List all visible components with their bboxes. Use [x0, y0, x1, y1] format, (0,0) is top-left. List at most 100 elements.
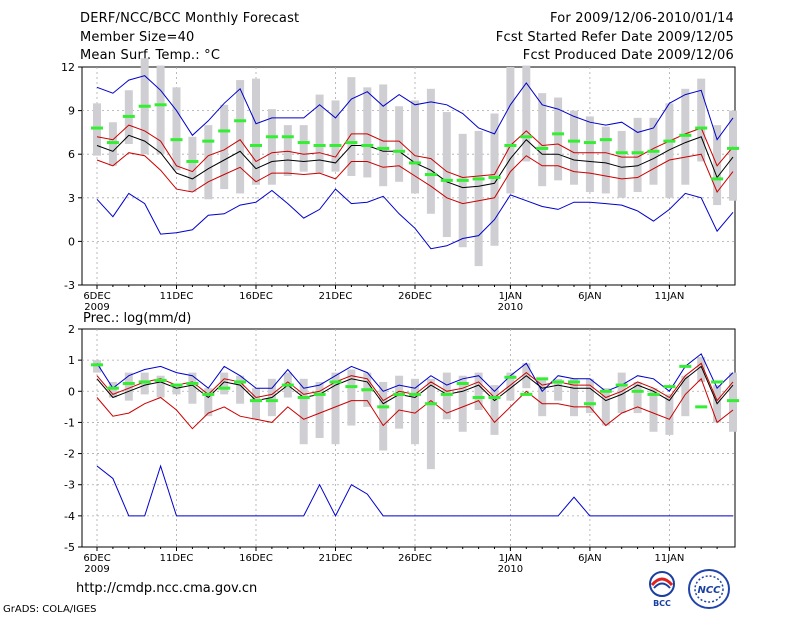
spread-box: [458, 133, 467, 248]
median-marker: [345, 385, 358, 389]
spread-box: [570, 110, 578, 185]
median-marker: [663, 139, 676, 143]
y-tick-label: -4: [64, 510, 75, 523]
spread-box: [729, 372, 737, 432]
x-tick-label: 11JAN: [654, 291, 684, 302]
member-size: Member Size=40: [80, 30, 195, 45]
spread-box: [267, 109, 276, 185]
median-marker: [440, 392, 453, 396]
spread-box: [474, 372, 483, 410]
median-marker: [122, 114, 135, 118]
x-tick-label: 6DEC: [83, 553, 110, 564]
spread-box: [315, 381, 324, 438]
spread-box: [252, 78, 260, 185]
spread-box: [93, 360, 101, 373]
median-marker: [218, 386, 231, 390]
median-marker: [631, 389, 644, 393]
spread-box: [331, 372, 340, 445]
y-tick-label: -1: [64, 416, 75, 429]
x-tick-label: 1JAN: [499, 291, 522, 302]
median-marker: [409, 392, 421, 396]
spread-box: [331, 100, 340, 172]
spread-box: [633, 117, 642, 192]
median-marker: [91, 126, 103, 130]
median-marker: [536, 146, 549, 150]
median-marker: [297, 141, 310, 145]
median-marker: [170, 383, 183, 387]
y-tick-label: -3: [64, 279, 75, 292]
y-tick-label: 0: [68, 385, 75, 398]
median-marker: [106, 141, 119, 145]
median-marker: [520, 135, 533, 139]
spread-box: [124, 372, 133, 401]
spread-box: [156, 65, 165, 155]
source-url: http://cmdp.ncc.cma.gov.cn: [76, 581, 258, 596]
spread-box: [474, 130, 483, 267]
spread-box: [252, 388, 260, 420]
median-marker: [265, 135, 278, 139]
spread-box: [426, 88, 435, 214]
spread-box: [458, 375, 467, 432]
spread-box: [204, 125, 213, 200]
spread-box: [188, 136, 197, 192]
median-marker: [599, 389, 612, 393]
median-marker: [202, 139, 215, 143]
spread-box: [617, 130, 626, 198]
median-marker: [679, 133, 692, 137]
median-marker: [186, 159, 199, 163]
spread-box: [140, 372, 149, 395]
median-marker: [488, 175, 501, 179]
x-tick-year: 2009: [84, 564, 109, 575]
spread-box: [681, 375, 690, 417]
median-marker: [138, 380, 151, 384]
x-tick-label: 21DEC: [319, 291, 353, 302]
plot-frame: [81, 328, 736, 548]
median-marker: [679, 364, 692, 368]
spread-box: [411, 100, 419, 194]
spread-box: [506, 67, 515, 194]
y-tick-label: 3: [68, 192, 75, 205]
series-line-lower: [96, 152, 734, 205]
spread-box: [649, 388, 658, 432]
series-line-lower: [96, 377, 734, 430]
x-tick-label: 11DEC: [160, 291, 194, 302]
median-marker: [663, 385, 676, 389]
spread-box: [522, 65, 531, 162]
median-marker: [234, 119, 247, 123]
spread-box: [236, 80, 245, 194]
x-tick-label: 16DEC: [239, 553, 273, 564]
spread-box: [411, 378, 419, 445]
median-marker: [456, 382, 469, 385]
spread-box: [108, 381, 117, 398]
median-marker: [361, 388, 374, 392]
series-line-upper: [96, 124, 734, 179]
spread-box: [585, 116, 594, 192]
x-tick-label: 11DEC: [160, 553, 194, 564]
median-marker: [615, 383, 628, 387]
median-marker: [106, 386, 119, 390]
median-marker: [409, 161, 421, 165]
median-marker: [377, 146, 390, 150]
spread-box: [554, 378, 563, 401]
y-tick-label: -3: [64, 479, 75, 492]
median-marker: [727, 399, 739, 403]
median-marker: [313, 143, 326, 147]
median-marker: [250, 143, 262, 147]
median-marker: [568, 380, 580, 384]
y-tick-label: 6: [68, 148, 75, 161]
median-marker: [250, 399, 262, 403]
median-marker: [472, 177, 485, 181]
median-marker: [599, 138, 612, 142]
series-line-min: [96, 188, 734, 250]
median-marker: [424, 173, 437, 177]
x-tick-label: 16DEC: [239, 291, 273, 302]
median-marker: [202, 392, 215, 396]
spread-box: [204, 388, 213, 417]
fcst-started-date: Fcst Started Refer Date 2009/12/05: [495, 30, 734, 45]
median-marker: [552, 380, 565, 384]
median-marker: [568, 139, 580, 143]
spread-box: [506, 372, 515, 401]
series-line-max: [96, 353, 734, 393]
median-marker: [647, 392, 660, 396]
